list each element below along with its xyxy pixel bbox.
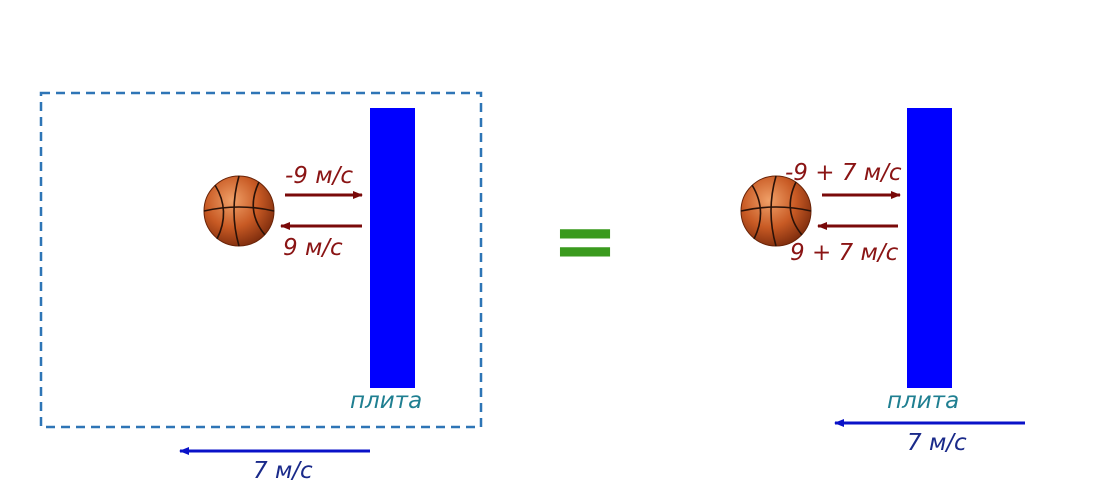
reference-frame xyxy=(39,91,483,429)
ball xyxy=(740,175,812,247)
equals-sign: = xyxy=(551,194,618,287)
ball xyxy=(203,175,275,247)
velocity-label: -9 + 7 м/с xyxy=(785,160,902,186)
plate xyxy=(370,108,415,388)
velocity-label: 7 м/с xyxy=(907,430,967,456)
velocity-label: -9 м/с xyxy=(285,163,353,189)
velocity-label: 9 + 7 м/с xyxy=(790,240,899,266)
velocity-label: 9 м/с xyxy=(283,235,343,261)
plate xyxy=(907,108,952,388)
plate-label: плита xyxy=(887,388,959,414)
plate-label: плита xyxy=(350,388,422,414)
velocity-label: 7 м/с xyxy=(253,458,313,484)
